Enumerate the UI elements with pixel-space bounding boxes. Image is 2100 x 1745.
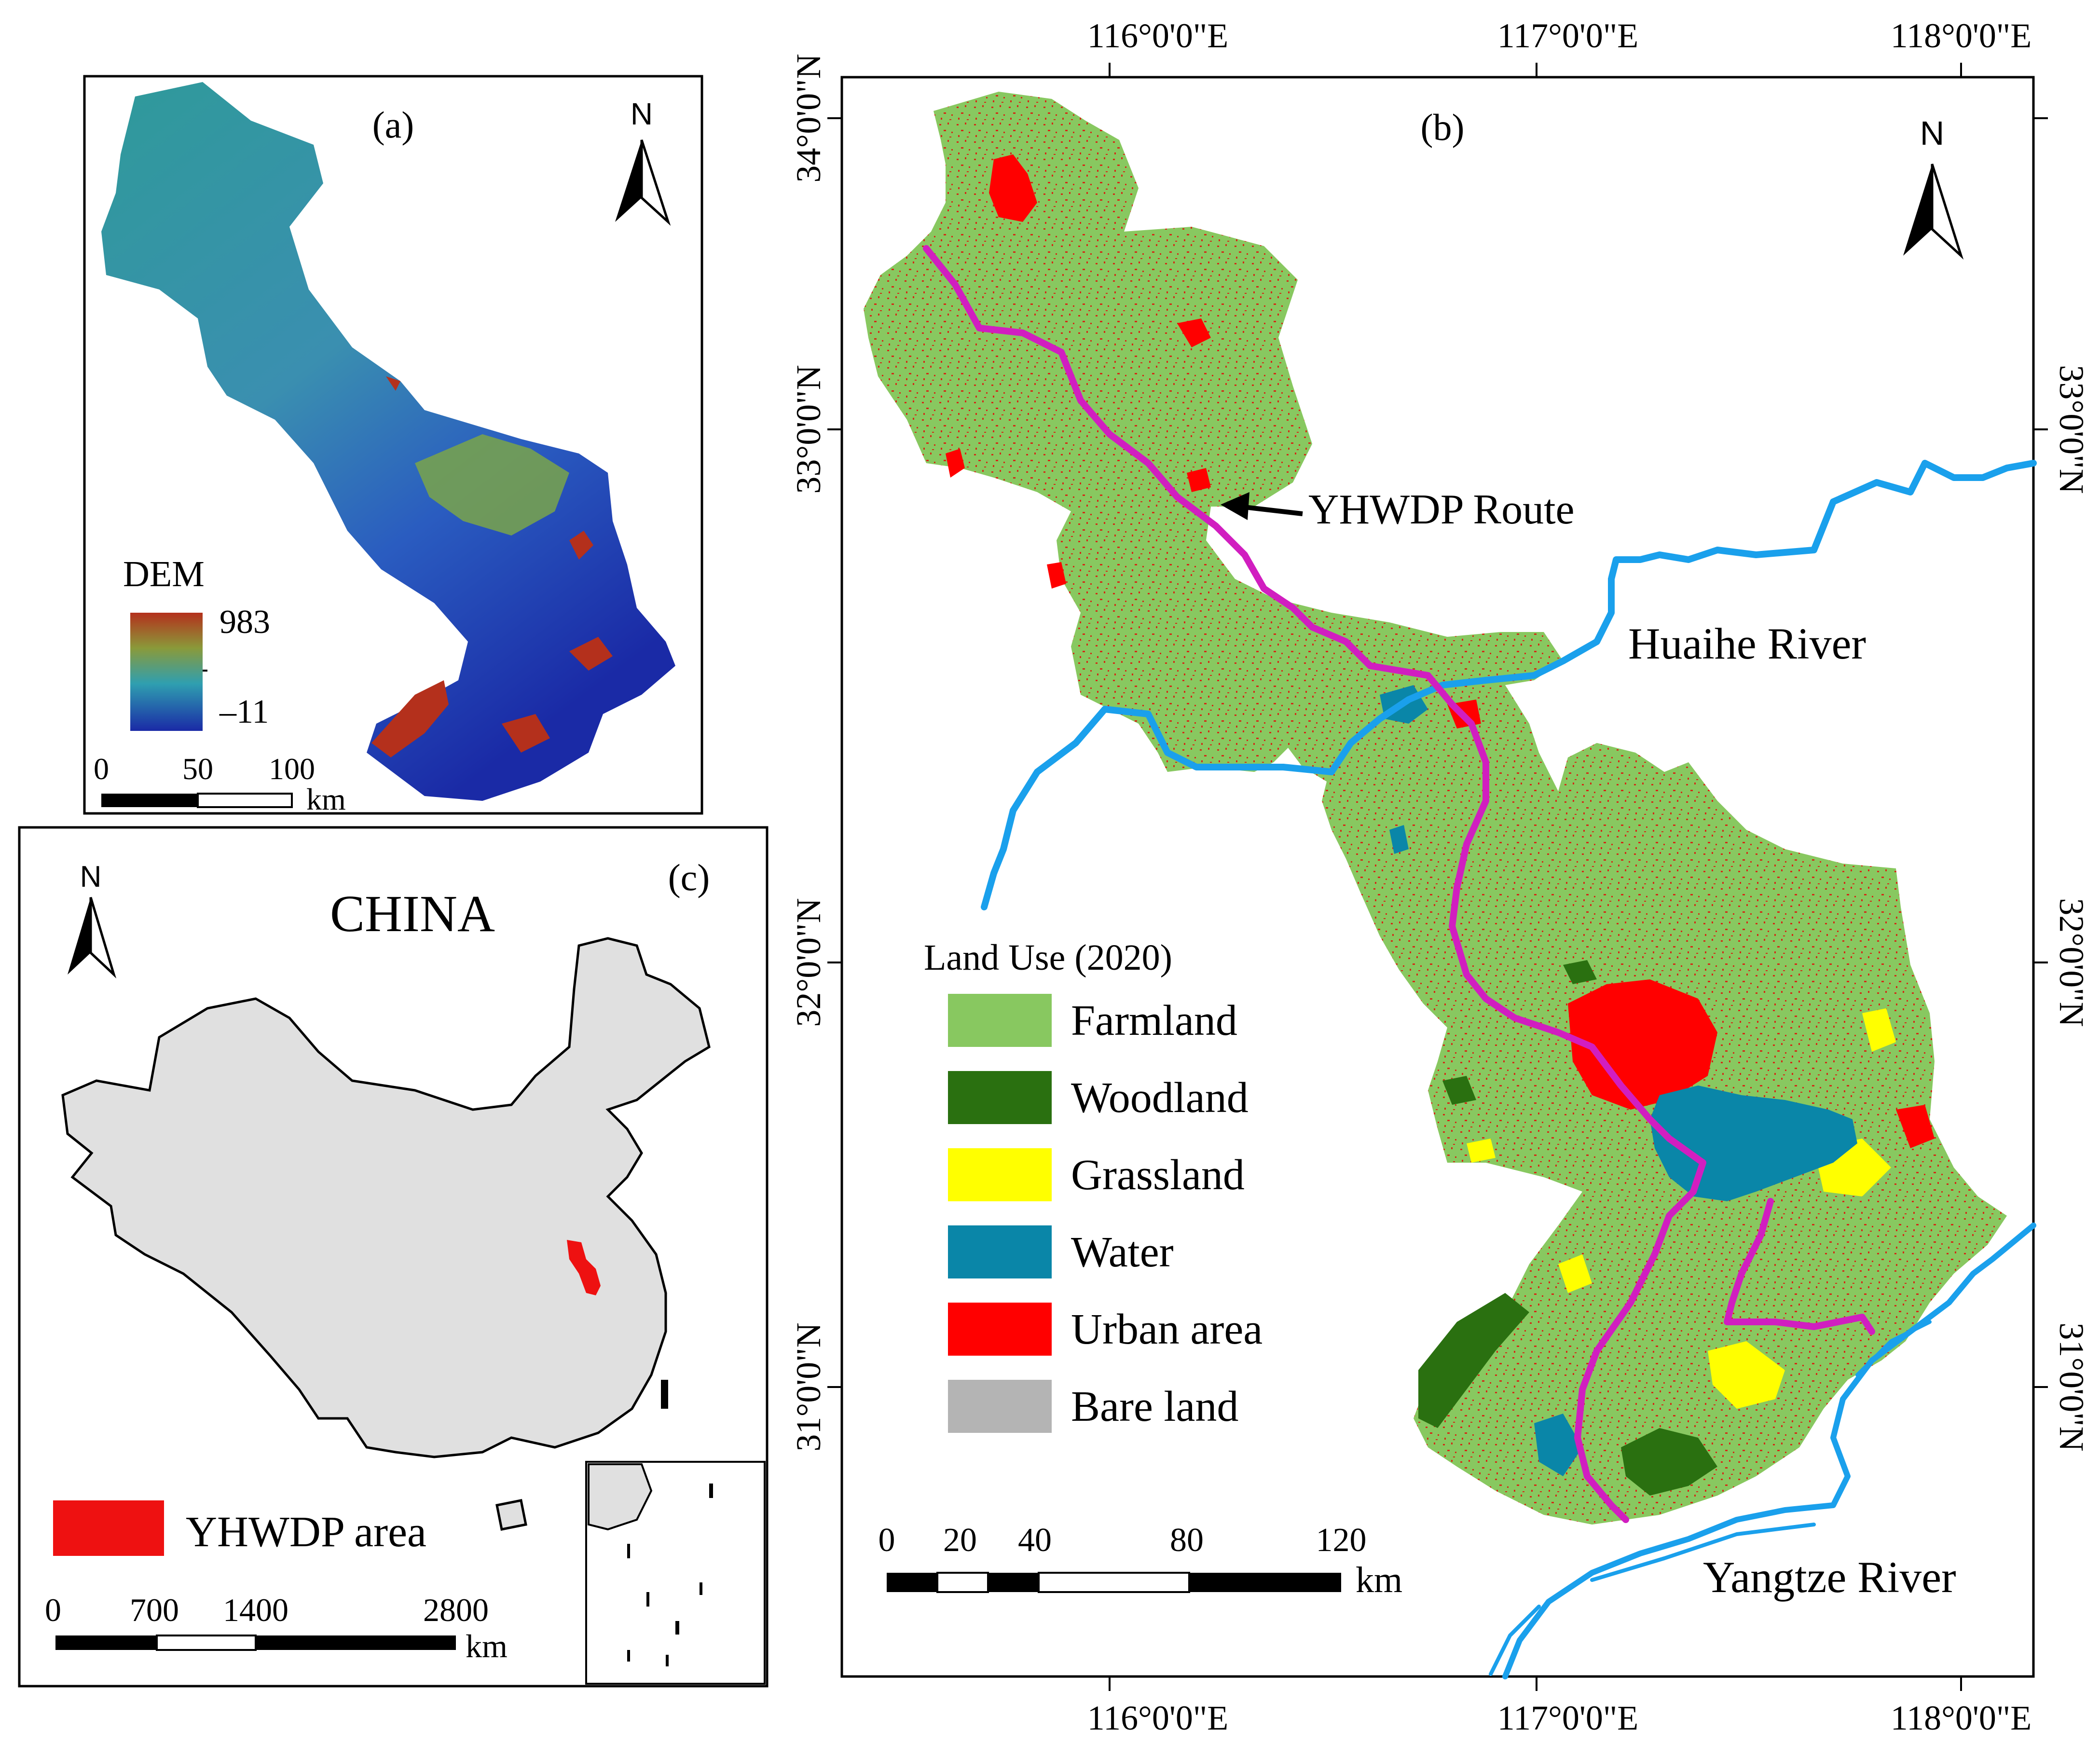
lat-label-left: 32°0'0"N — [789, 898, 828, 1027]
legend-label: Grassland — [1071, 1151, 1245, 1199]
panel-b-scale-tick: 20 — [943, 1522, 977, 1559]
legend-label: Urban area — [1071, 1305, 1263, 1353]
dem-legend-colorbar — [130, 613, 203, 731]
panel-c: N CHINA (c) YHWDP area 0 700 1400 2800 k… — [18, 826, 769, 1688]
panel-c-north-arrow-icon — [68, 897, 117, 979]
legend-swatch — [948, 1380, 1052, 1433]
panel-a-scale-tick: 0 — [94, 752, 109, 786]
lon-label-bottom: 116°0'0"E — [1087, 1699, 1228, 1737]
panel-c-legend-label: YHWDP area — [186, 1508, 426, 1556]
panel-c-scale-tick: 1400 — [223, 1592, 288, 1628]
woodland-patch — [1418, 1293, 1529, 1428]
legend-label: Bare land — [1071, 1383, 1238, 1430]
panel-b-scale-unit: km — [1356, 1560, 1402, 1600]
land-use-legend-title: Land Use (2020) — [924, 937, 1172, 978]
legend-swatch — [948, 1071, 1052, 1124]
panel-b: 116°0'0"E 117°0'0"E 118°0'0"E 116°0'0"E … — [789, 16, 2091, 1737]
panel-c-scale-tick: 2800 — [423, 1592, 489, 1628]
lat-label-right: 32°0'0"N — [2052, 898, 2091, 1027]
lat-label-left: 33°0'0"N — [789, 365, 828, 494]
grassland-patch — [1862, 1008, 1896, 1052]
lon-label-top: 118°0'0"E — [1891, 16, 2031, 55]
panel-b-scale-tick: 0 — [878, 1522, 895, 1559]
yangtze-river-line — [1489, 1223, 2036, 1679]
yhwdp-route-line — [923, 245, 1875, 1523]
country-label: CHINA — [330, 885, 495, 943]
panel-a-label: (a) — [372, 104, 414, 146]
panel-b-north-arrow-icon — [1903, 164, 1964, 260]
route-label: YHWDP Route — [1308, 486, 1575, 533]
lat-label-right: 33°0'0"N — [2052, 365, 2091, 494]
panel-b-scale-tick: 40 — [1018, 1522, 1052, 1559]
lat-label-left: 31°0'0"N — [789, 1322, 828, 1451]
dem-region — [101, 82, 675, 801]
china-outline — [61, 937, 711, 1458]
panel-c-north-label: N — [80, 860, 102, 893]
panel-b-scale-bar: 0 20 40 80 120 km — [878, 1522, 1403, 1600]
urban-patch — [989, 154, 1037, 222]
lon-label-top: 116°0'0"E — [1087, 16, 1228, 55]
legend-swatch — [948, 994, 1052, 1047]
huaihe-river-line — [981, 460, 2037, 910]
panel-c-scale-tick: 700 — [130, 1592, 179, 1628]
panel-b-scale-tick: 120 — [1316, 1522, 1367, 1559]
route-annotation-arrow — [1221, 492, 1303, 520]
legend-swatch — [948, 1303, 1052, 1356]
legend-label: Woodland — [1071, 1074, 1249, 1122]
legend-label: Farmland — [1071, 997, 1237, 1044]
lon-label-bottom: 117°0'0"E — [1497, 1699, 1638, 1737]
huaihe-river-label: Huaihe River — [1628, 619, 1866, 668]
panel-a-scale-tick: 50 — [182, 752, 213, 786]
panel-c-scale-tick: 0 — [45, 1592, 61, 1628]
land-use-legend: Land Use (2020) Farmland Woodland Grasslan… — [924, 937, 1263, 1433]
dem-legend-title: DEM — [123, 554, 205, 594]
panel-a-scale-unit: km — [306, 782, 346, 816]
lat-label-right: 31°0'0"N — [2052, 1322, 2091, 1451]
panel-c-scale-bar: 0 700 1400 2800 km — [45, 1592, 508, 1664]
yhwdp-area — [567, 1240, 601, 1295]
panel-b-north-label: N — [1920, 114, 1945, 152]
panel-a-north-arrow-icon — [615, 139, 671, 226]
panel-b-scale-tick: 80 — [1170, 1522, 1204, 1559]
hainan-island — [495, 1499, 527, 1531]
lon-label-bottom: 118°0'0"E — [1891, 1699, 2031, 1737]
dem-legend-max: 983 — [220, 604, 270, 641]
panel-c-legend-swatch — [53, 1500, 164, 1556]
dem-legend-min: –11 — [219, 693, 269, 730]
panel-a: (a) N DEM 983 –11 0 50 100 km — [83, 75, 703, 816]
legend-label: Water — [1071, 1228, 1174, 1276]
panel-b-label: (b) — [1421, 106, 1465, 148]
legend-swatch — [948, 1148, 1052, 1201]
panel-a-north-label: N — [631, 96, 653, 131]
yangtze-river-label: Yangtze River — [1703, 1553, 1956, 1602]
lon-label-top: 117°0'0"E — [1497, 16, 1638, 55]
lat-label-left: 34°0'0"N — [789, 54, 828, 182]
panel-a-scale-tick: 100 — [269, 752, 315, 786]
panel-c-scale-unit: km — [466, 1628, 508, 1664]
panel-c-label: (c) — [668, 856, 710, 898]
legend-swatch — [948, 1225, 1052, 1278]
panel-a-scale-bar: 0 50 100 km — [94, 752, 346, 816]
